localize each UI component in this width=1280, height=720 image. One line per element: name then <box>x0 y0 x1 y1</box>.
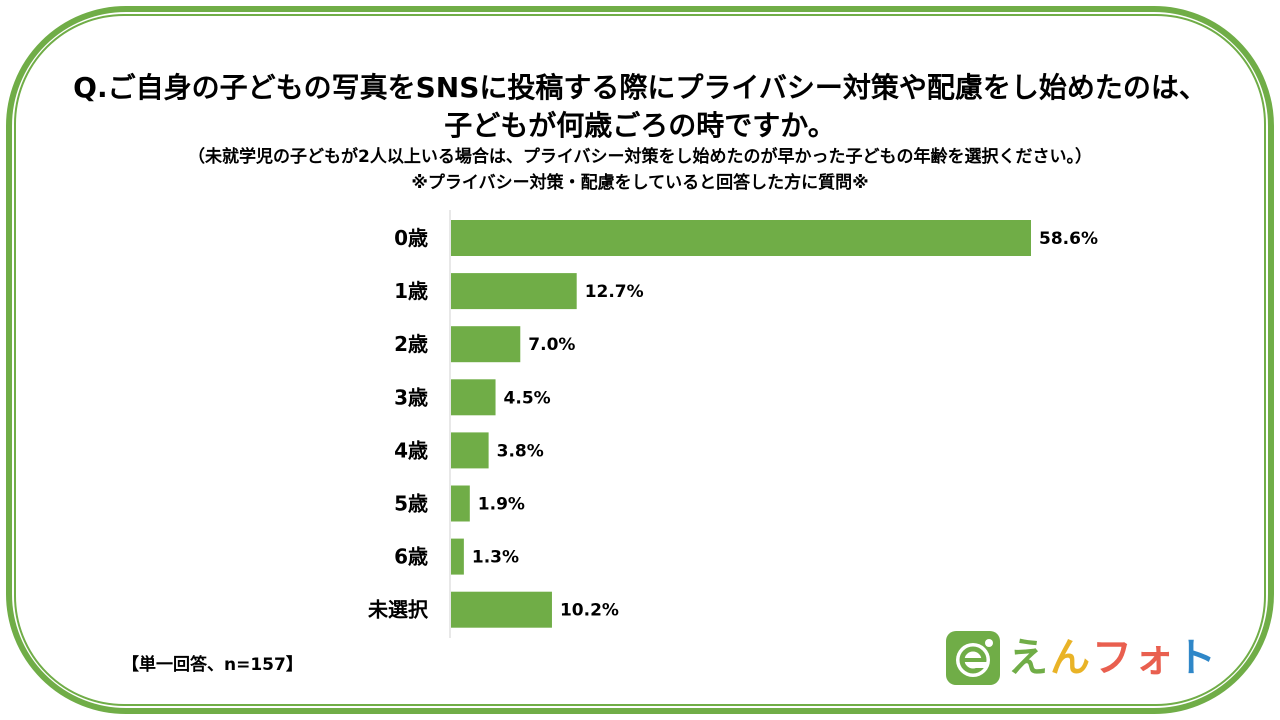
category-label: 2歳 <box>394 332 428 356</box>
data-label: 1.9% <box>478 495 525 515</box>
data-label: 7.0% <box>528 335 575 355</box>
category-label: 4歳 <box>394 438 428 462</box>
logo-text: えんフォト <box>1008 631 1218 685</box>
category-label: 0歳 <box>394 226 428 250</box>
category-label: 6歳 <box>394 545 428 569</box>
bar-5 <box>451 485 470 522</box>
inner-frame <box>14 14 1266 706</box>
outer-frame <box>6 6 1274 714</box>
category-label: 1歳 <box>394 279 428 303</box>
bar-6 <box>451 538 464 575</box>
enphoto-logo: えんフォト <box>946 630 1218 686</box>
data-label: 1.3% <box>472 548 519 568</box>
category-label: 未選択 <box>368 598 429 622</box>
e-badge-icon <box>946 631 1000 685</box>
chart-title-line2: 子どもが何歳ごろの時ですか。 <box>444 109 836 142</box>
data-label: 12.7% <box>585 282 644 302</box>
bar-0 <box>451 220 1031 256</box>
data-label: 58.6% <box>1039 229 1098 249</box>
logo-letter-fo: フォ <box>1092 635 1176 681</box>
logo-letter-n: ん <box>1050 635 1092 681</box>
bar-4 <box>451 432 489 469</box>
category-label: 5歳 <box>394 492 428 516</box>
category-label: 3歳 <box>394 385 428 409</box>
data-label: 3.8% <box>497 441 544 461</box>
bar-3 <box>451 379 496 416</box>
bar-2 <box>451 326 521 363</box>
bar-1 <box>451 273 577 310</box>
chart-title: Q.ご自身の子どもの写真をSNSに投稿する際にプライバシー対策や配慮をし始めたの… <box>73 71 1207 104</box>
chart-subtitle: （未就学児の子どもが2人以上いる場合は、プライバシー対策をし始めたのが早かった子… <box>188 147 1092 167</box>
sample-footnote: 【単一回答、n=157】 <box>122 655 303 675</box>
data-label: 10.2% <box>560 601 619 621</box>
logo-letter-to: ト <box>1176 635 1218 681</box>
data-label: 4.5% <box>504 388 551 408</box>
logo-letter-e: え <box>1008 635 1050 681</box>
chart-subtitle-2: ※プライバシー対策・配慮をしていると回答した方に質問※ <box>411 173 869 193</box>
bar-7 <box>451 591 552 628</box>
